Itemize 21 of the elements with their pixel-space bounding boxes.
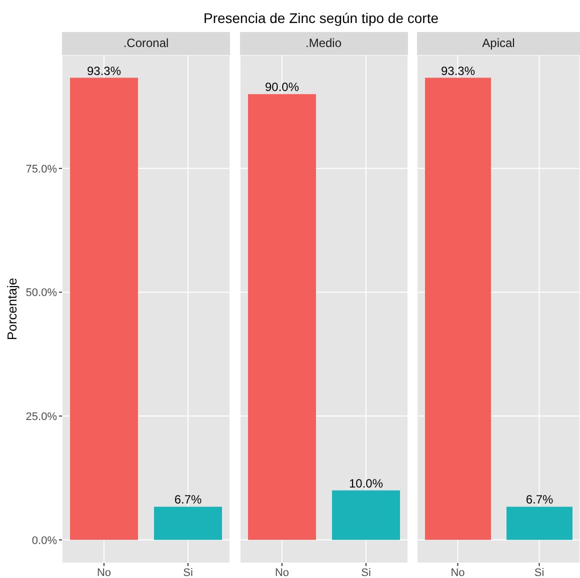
x-tick-label: Si: [360, 566, 370, 578]
data-label: 93.3%: [440, 64, 476, 78]
data-label: 6.7%: [174, 492, 202, 507]
x-tick-label: No: [96, 566, 112, 578]
x-tick-label: Si: [534, 566, 544, 578]
chart-title: .Medio: [240, 32, 408, 55]
data-label: 90.0%: [264, 80, 299, 94]
chart-title: .Coronal: [62, 32, 230, 55]
data-label: 93.3%: [86, 64, 122, 78]
y-tick-label: 75.0%: [26, 163, 58, 176]
y-tick-label: 50.0%: [26, 287, 58, 300]
y-axis-title: Porcentaje: [4, 278, 20, 340]
chart-title: Apical: [417, 32, 580, 55]
x-tick-label: No: [274, 566, 289, 578]
y-tick-label: 25.0%: [26, 410, 58, 423]
x-tick-label: No: [450, 566, 465, 578]
data-label: 6.7%: [526, 492, 554, 507]
data-label: 10.0%: [348, 476, 383, 490]
text: Presencia de Zinc según tipo de corte: [202, 10, 440, 26]
x-tick-label: Si: [183, 566, 193, 578]
y-tick-label: 0.0%: [32, 534, 58, 547]
